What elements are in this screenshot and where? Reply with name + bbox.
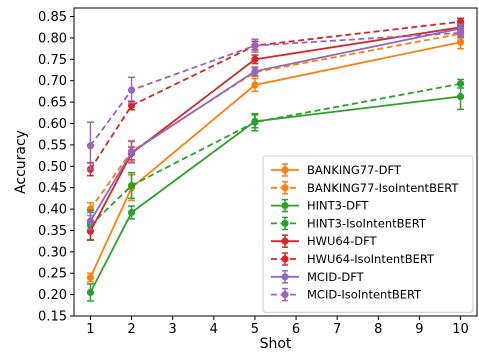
series-line (89, 82, 461, 226)
legend-marker (281, 291, 289, 299)
data-point (86, 217, 95, 225)
legend-label: BANKING77-IsoIntentBERT (307, 181, 459, 195)
x-tick-label: 4 (210, 322, 218, 337)
data-point (127, 208, 136, 217)
legend-label: BANKING77-DFT (307, 163, 402, 177)
x-tick-label: 9 (415, 322, 423, 337)
y-tick-label: 0.35 (38, 224, 67, 239)
series-HINT3-IsoIntentBERT (86, 78, 465, 242)
x-tick-label: 1 (86, 322, 94, 337)
y-tick-label: 0.65 (38, 96, 67, 111)
legend-marker (281, 255, 289, 263)
legend-label: HINT3-IsoIntentBERT (307, 216, 427, 230)
series-line (89, 95, 461, 293)
x-tick-label: 2 (127, 322, 135, 337)
legend-label: HINT3-DFT (307, 199, 369, 213)
data-point (86, 273, 95, 282)
y-tick-label: 0.25 (38, 267, 67, 282)
y-tick-label: 0.15 (38, 310, 67, 325)
series-line (89, 27, 461, 222)
data-point (251, 55, 259, 63)
series-MCID-IsoIntentBERT (86, 27, 465, 171)
y-tick-label: 0.60 (38, 117, 67, 132)
legend-entry: BANKING77-DFT (271, 163, 402, 177)
data-point (86, 288, 95, 297)
y-tick-label: 0.50 (38, 160, 67, 175)
legend-entry: HWU64-IsoIntentBERT (271, 252, 435, 266)
x-tick-label: 8 (374, 322, 382, 337)
y-tick-label: 0.40 (38, 203, 67, 218)
series-line (89, 41, 461, 278)
series-line (89, 20, 461, 170)
series-line (89, 26, 461, 232)
data-point (127, 148, 136, 156)
y-tick-label: 0.85 (38, 10, 67, 25)
data-point (456, 38, 465, 46)
y-axis-label: Accuracy (13, 130, 29, 194)
y-tick-label: 0.70 (38, 74, 67, 89)
legend-marker (281, 237, 289, 245)
legend-label: MCID-IsoIntentBERT (307, 288, 422, 302)
y-tick-label: 0.75 (38, 53, 67, 68)
data-point (127, 181, 136, 190)
legend-label: MCID-DFT (307, 270, 365, 284)
y-tick-label: 0.45 (38, 181, 67, 196)
data-point (86, 142, 95, 150)
x-tick-label: 7 (333, 322, 341, 337)
legend-entry: HWU64-DFT (271, 234, 377, 248)
legend-marker (281, 273, 289, 281)
x-axis-label: Shot (260, 336, 292, 352)
plot-area (86, 17, 465, 302)
data-point (127, 101, 136, 110)
legend-marker (281, 219, 289, 227)
legend-entry: MCID-DFT (271, 270, 365, 284)
y-tick-label: 0.80 (38, 31, 67, 46)
series-HWU64-IsoIntentBERT (86, 17, 465, 177)
legend-entry: HINT3-DFT (271, 199, 369, 213)
legend-label: HWU64-IsoIntentBERT (307, 252, 435, 266)
legend-marker (281, 166, 289, 174)
axes: 1 2 3 4 5 6 7 8 9 10 0.15 0.20 0.25 0.30 0.35 0.40 0.45 0… (38, 7, 478, 337)
data-point (251, 118, 259, 126)
data-point (456, 29, 465, 37)
legend-entry: BANKING77-IsoIntentBERT (271, 181, 459, 195)
data-point (251, 81, 259, 89)
data-point (456, 18, 465, 26)
x-tick-label: 6 (292, 322, 300, 337)
x-tick-label: 5 (251, 322, 259, 337)
data-point (251, 67, 259, 75)
legend-box (262, 155, 474, 313)
series-BANKING77-DFT (86, 35, 465, 283)
data-point (251, 42, 259, 50)
x-tick-label: 10 (452, 322, 469, 337)
series-line (89, 31, 461, 147)
y-tick-label: 0.30 (38, 245, 67, 260)
data-point (127, 86, 136, 94)
legend-marker (281, 184, 289, 192)
legend-entry: HINT3-IsoIntentBERT (271, 216, 427, 230)
legend-marker (281, 202, 289, 210)
y-tick-label: 0.20 (38, 288, 67, 303)
y-tick-label: 0.55 (38, 138, 67, 153)
axes-frame (73, 7, 478, 317)
legend: BANKING77-DFT BANKING77-IsoIntentBERT HINT… (262, 155, 474, 313)
data-point (456, 80, 465, 88)
x-tick-label: 3 (169, 322, 177, 337)
legend-label: HWU64-DFT (307, 234, 377, 248)
legend-entry: MCID-IsoIntentBERT (271, 288, 422, 302)
data-point (456, 92, 465, 101)
